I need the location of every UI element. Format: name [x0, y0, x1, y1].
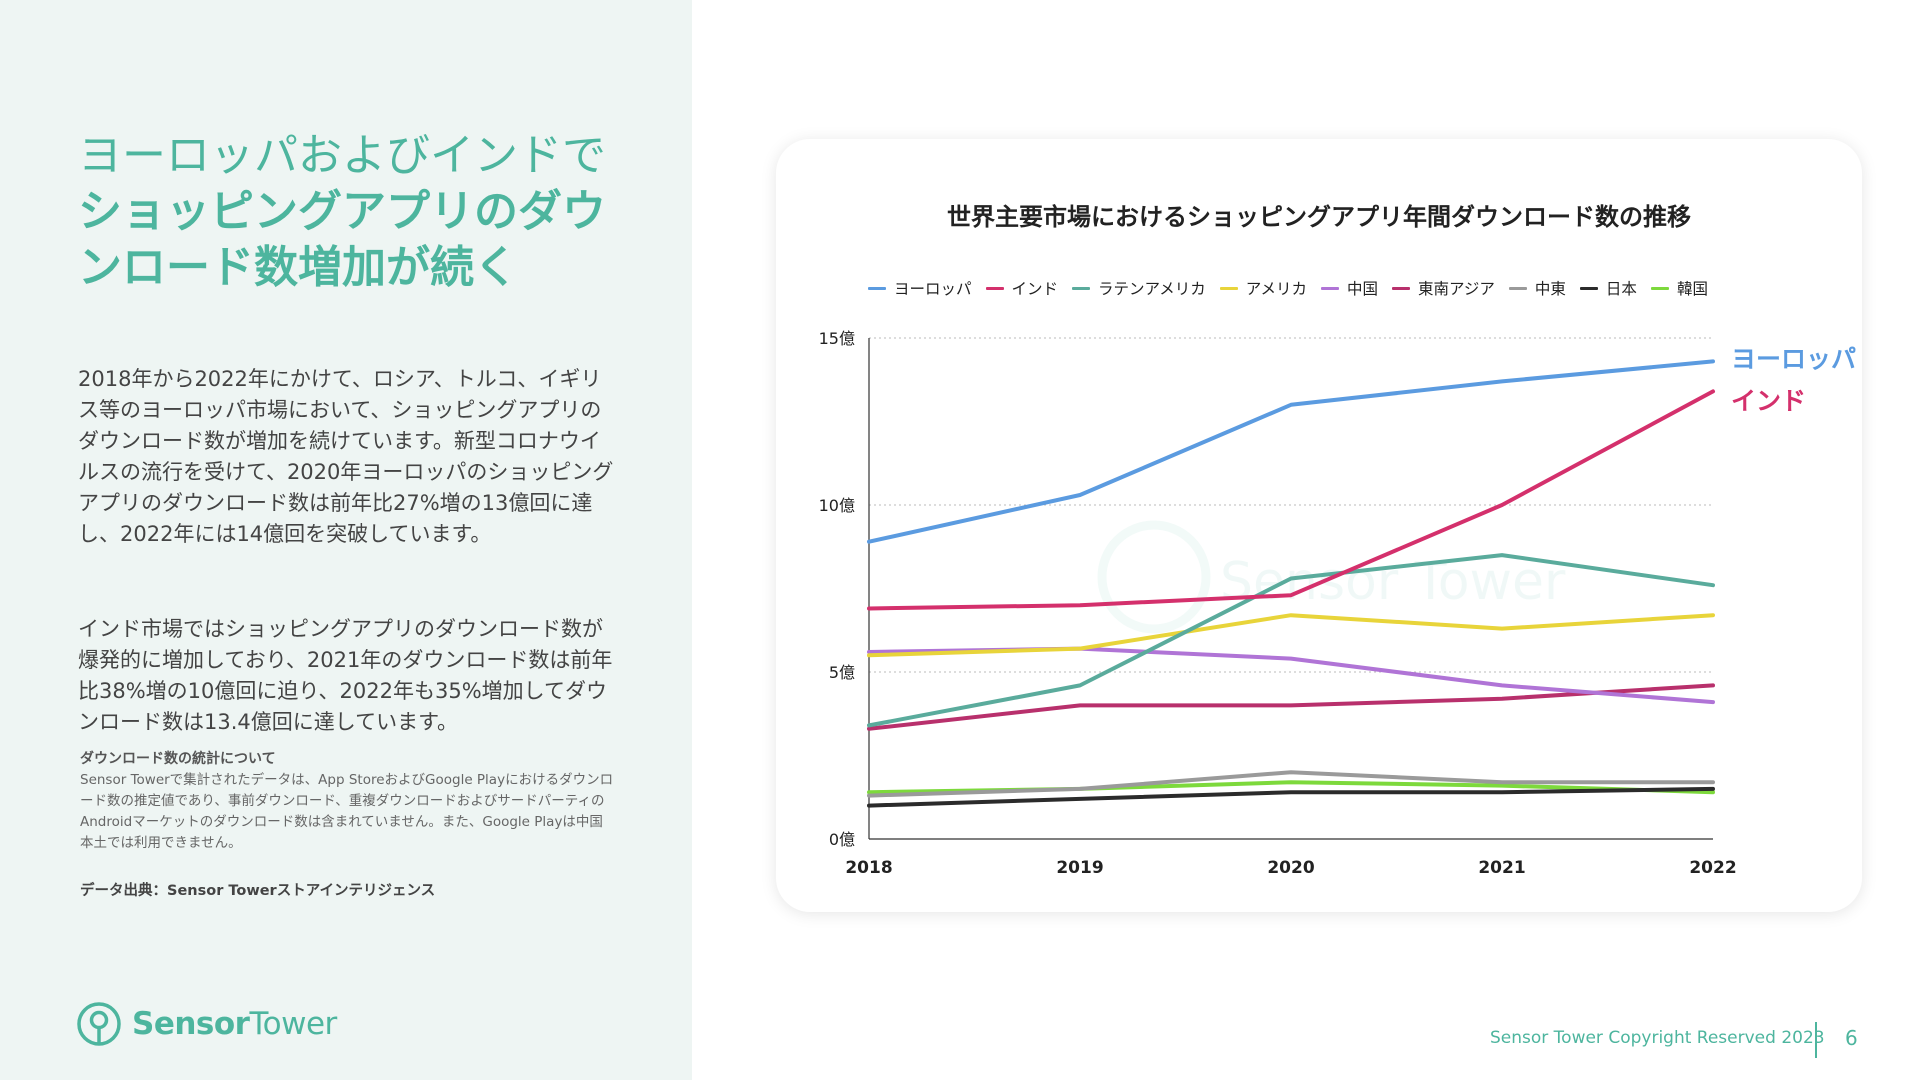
x-tick-label: 2019 — [1056, 858, 1103, 878]
legend-label: 韓国 — [1676, 280, 1708, 298]
series-line — [867, 683, 1715, 731]
series-line — [867, 613, 1715, 658]
legend-label: アメリカ — [1245, 280, 1307, 298]
legend-item: 韓国 — [1650, 277, 1708, 299]
note-title: ダウンロード数の統計について — [80, 751, 276, 767]
logo-text-tower: Tower — [249, 1006, 337, 1042]
legend-item: ヨーロッパ — [868, 277, 972, 299]
series-line — [867, 646, 1715, 705]
paragraph-europe: 2018年から2022年にかけて、ロシア、トルコ、イギリス等のヨーロッパ市場にお… — [78, 367, 614, 546]
sensor-tower-logo: SensorTower — [76, 1000, 337, 1048]
y-tick-label: 0億 — [829, 830, 855, 849]
line-chart: Sensor Tower 0億 5億 10億 15億 2018 2019 2020 2021 20… — [819, 329, 1856, 878]
legend-item: 日本 — [1579, 277, 1637, 299]
watermark-text: Sensor Tower — [1220, 552, 1566, 612]
legend-item: 東南アジア — [1392, 277, 1495, 299]
legend-swatch — [1650, 286, 1669, 290]
legend-item: アメリカ — [1219, 277, 1307, 299]
legend-label: ラテンアメリカ — [1098, 280, 1206, 298]
legend-label: インド — [1011, 280, 1059, 298]
legend-swatch — [985, 286, 1004, 290]
x-tick-label: 2021 — [1478, 858, 1525, 878]
legend-swatch — [1392, 286, 1411, 290]
legend-item: 中国 — [1321, 277, 1378, 299]
legend-swatch — [1579, 286, 1598, 290]
note-body: Sensor Towerで集計されたデータは、App StoreおよびGoogl… — [80, 772, 614, 851]
legend-item: ラテンアメリカ — [1072, 277, 1206, 299]
headline-line-3: ンロード数増加が続く — [78, 242, 518, 293]
chart-card: 世界主要市場におけるショッピングアプリ年間ダウンロード数の推移 ヨーロッパ インド… — [776, 139, 1862, 912]
legend-label: 中国 — [1347, 280, 1379, 298]
legend-swatch — [1072, 286, 1091, 290]
series-line — [867, 770, 1715, 798]
legend-swatch — [1508, 286, 1527, 290]
series-line — [867, 389, 1715, 611]
y-tick-label: 5億 — [829, 663, 855, 682]
data-source: データ出典：Sensor Towerストアインテリジェンス — [80, 883, 436, 899]
page-number: 6 — [1845, 1026, 1858, 1050]
x-tick-label: 2020 — [1267, 858, 1314, 878]
legend-swatch — [1219, 286, 1238, 290]
left-panel — [0, 0, 692, 1080]
end-label: ヨーロッパ — [1731, 344, 1856, 373]
page-headline: ヨーロッパおよびインドで ショッピングアプリのダウ ンロード数増加が続く — [78, 128, 638, 296]
x-tick-label: 2022 — [1689, 858, 1736, 878]
sensor-tower-logo-icon — [77, 1002, 121, 1046]
legend-swatch — [868, 286, 886, 290]
x-tick-label: 2018 — [845, 858, 892, 878]
legend-label: ヨーロッパ — [894, 280, 972, 298]
chart-title: 世界主要市場におけるショッピングアプリ年間ダウンロード数の推移 — [947, 203, 1691, 231]
series-line — [867, 786, 1715, 808]
y-tick-label: 15億 — [819, 329, 855, 348]
y-tick-label: 10億 — [819, 496, 855, 515]
legend-label: 中東 — [1534, 280, 1566, 298]
chart-legend: ヨーロッパ インド ラテンアメリカ アメリカ 中国 東南アジア 中東 日本 韓国 — [868, 277, 1722, 299]
legend-swatch — [1321, 286, 1339, 290]
logo-text: SensorTower — [132, 1006, 337, 1042]
watermark-logo — [1097, 520, 1211, 634]
headline-line-1: ヨーロッパおよびインドで — [78, 130, 606, 181]
legend-item: 中東 — [1508, 277, 1566, 299]
legend-item: インド — [985, 277, 1059, 299]
series-line — [867, 359, 1715, 544]
end-label: インド — [1731, 386, 1806, 415]
logo-text-sensor: Sensor — [132, 1006, 250, 1042]
legend-label: 日本 — [1605, 280, 1637, 298]
footer-copyright: Sensor Tower Copyright Reserved 2023 — [1490, 1028, 1825, 1048]
footer-divider — [1815, 1022, 1817, 1058]
headline-line-2: ショッピングアプリのダウ — [78, 186, 606, 237]
series-line — [867, 553, 1715, 728]
legend-label: 東南アジア — [1418, 280, 1495, 298]
paragraph-india: インド市場ではショッピングアプリのダウンロード数が爆発的に増加しており、2021… — [78, 617, 613, 734]
